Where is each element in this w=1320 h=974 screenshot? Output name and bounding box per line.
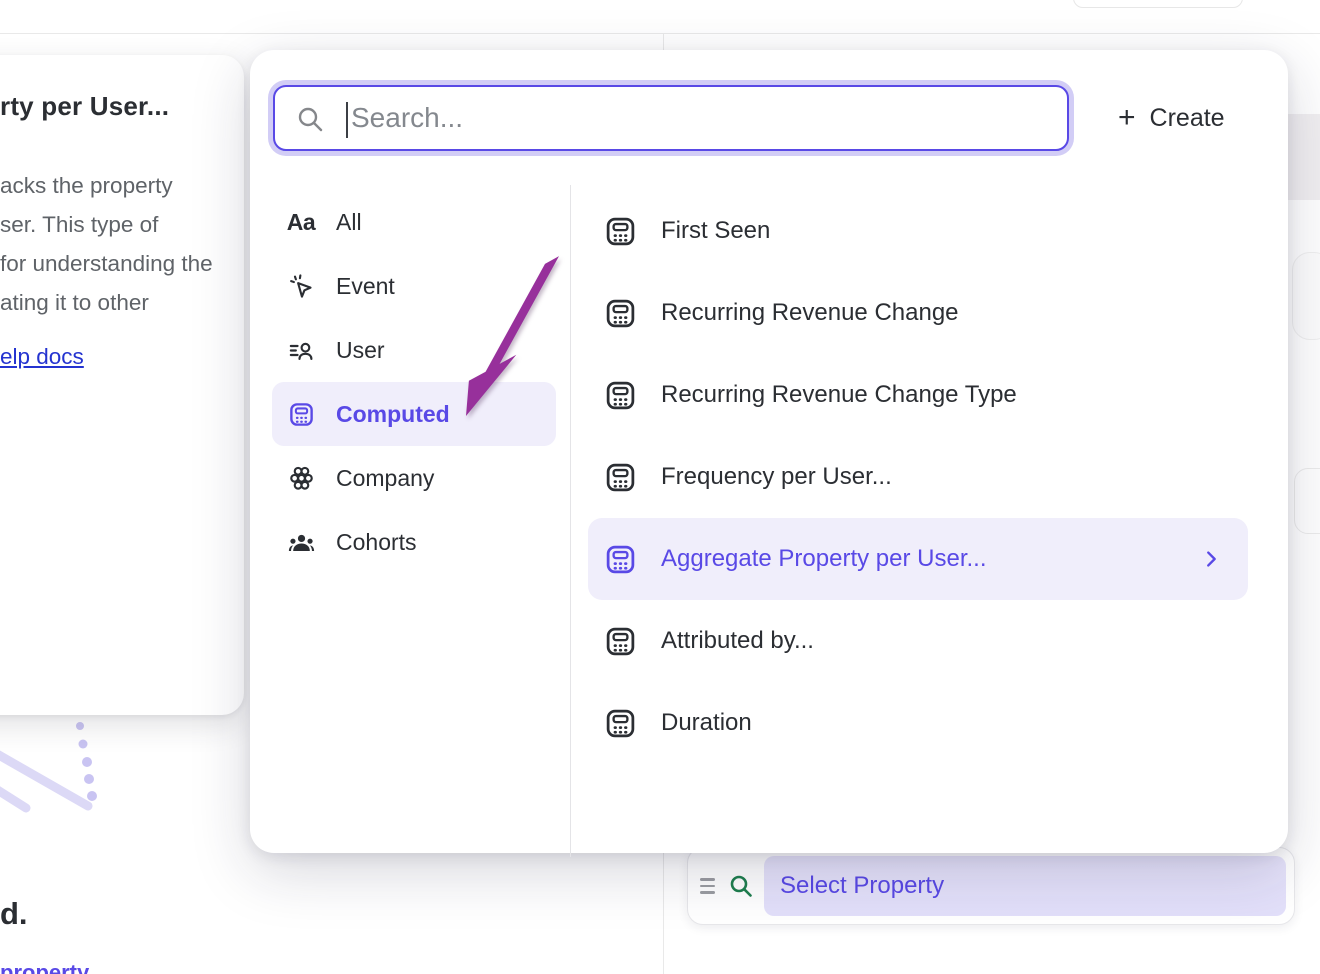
- category-user[interactable]: User: [272, 318, 556, 382]
- help-docs-link[interactable]: elp docs: [0, 344, 84, 369]
- property-aggregate-property-per-user[interactable]: Aggregate Property per User...: [588, 518, 1248, 600]
- category-event[interactable]: Event: [272, 254, 556, 318]
- background-gray-block: [1288, 114, 1320, 200]
- top-right-partial-element: [1073, 0, 1243, 8]
- search-icon: [295, 104, 325, 134]
- calculator-icon: [604, 461, 637, 494]
- calculator-icon: [286, 401, 316, 428]
- tooltip-body-line: ating it to other: [0, 290, 149, 315]
- text-caret: [346, 102, 348, 138]
- user-list-icon: [286, 337, 316, 364]
- calculator-icon: [604, 707, 637, 740]
- clipped-link-fragment[interactable]: property: [0, 960, 90, 974]
- company-cluster-icon: [286, 465, 316, 492]
- calculator-icon: [604, 625, 637, 658]
- property-tooltip-card: rty per User... acks the property ser. T…: [0, 55, 244, 715]
- background-card-edge: [1294, 468, 1320, 534]
- property-list: First Seen Recurring Revenue Change: [588, 190, 1248, 764]
- tooltip-body-line: ser. This type of: [0, 212, 159, 237]
- select-property-button[interactable]: Select Property: [764, 856, 1286, 916]
- calculator-icon: [604, 297, 637, 330]
- create-button[interactable]: + Create: [1118, 101, 1225, 134]
- tooltip-body: acks the property ser. This type of for …: [0, 166, 224, 322]
- tooltip-title: rty per User...: [0, 91, 170, 121]
- category-cohorts[interactable]: Cohorts: [272, 510, 556, 574]
- property-duration[interactable]: Duration: [588, 682, 1248, 764]
- drag-handle-icon[interactable]: [700, 878, 718, 894]
- calculator-icon: [604, 215, 637, 248]
- select-property-label: Select Property: [780, 872, 945, 899]
- plus-icon: +: [1118, 101, 1136, 134]
- tooltip-body-line: acks the property: [0, 173, 173, 198]
- category-all[interactable]: Aa All: [286, 208, 362, 235]
- cohorts-people-icon: [286, 529, 316, 556]
- property-recurring-revenue-change-type[interactable]: Recurring Revenue Change Type: [588, 354, 1248, 436]
- green-search-icon: [728, 873, 754, 899]
- clipped-heading-fragment: d.: [0, 896, 28, 931]
- decorative-doodle: [0, 722, 97, 813]
- property-recurring-revenue-change[interactable]: Recurring Revenue Change: [588, 272, 1248, 354]
- category-company[interactable]: Company: [272, 446, 556, 510]
- calculator-icon: [604, 379, 637, 412]
- search-box: [273, 85, 1069, 151]
- background-card-edge: [1292, 252, 1320, 340]
- select-property-row: Select Property: [687, 847, 1295, 925]
- modal-divider: [570, 185, 571, 857]
- search-focus-ring: [268, 80, 1074, 156]
- tooltip-body-line: for understanding the: [0, 251, 213, 276]
- search-input[interactable]: [275, 87, 1067, 149]
- property-picker-modal: + Create Aa All: [250, 50, 1288, 857]
- property-attributed-by[interactable]: Attributed by...: [588, 600, 1248, 682]
- calculator-icon: [604, 543, 637, 576]
- property-first-seen[interactable]: First Seen: [588, 190, 1248, 272]
- chevron-right-icon: [1200, 548, 1222, 570]
- category-list: Aa All Event: [272, 190, 556, 574]
- top-divider: [0, 33, 1320, 34]
- category-computed[interactable]: Computed: [272, 382, 556, 446]
- event-cursor-icon: [286, 273, 316, 300]
- text-format-icon: Aa: [286, 208, 316, 235]
- property-frequency-per-user[interactable]: Frequency per User...: [588, 436, 1248, 518]
